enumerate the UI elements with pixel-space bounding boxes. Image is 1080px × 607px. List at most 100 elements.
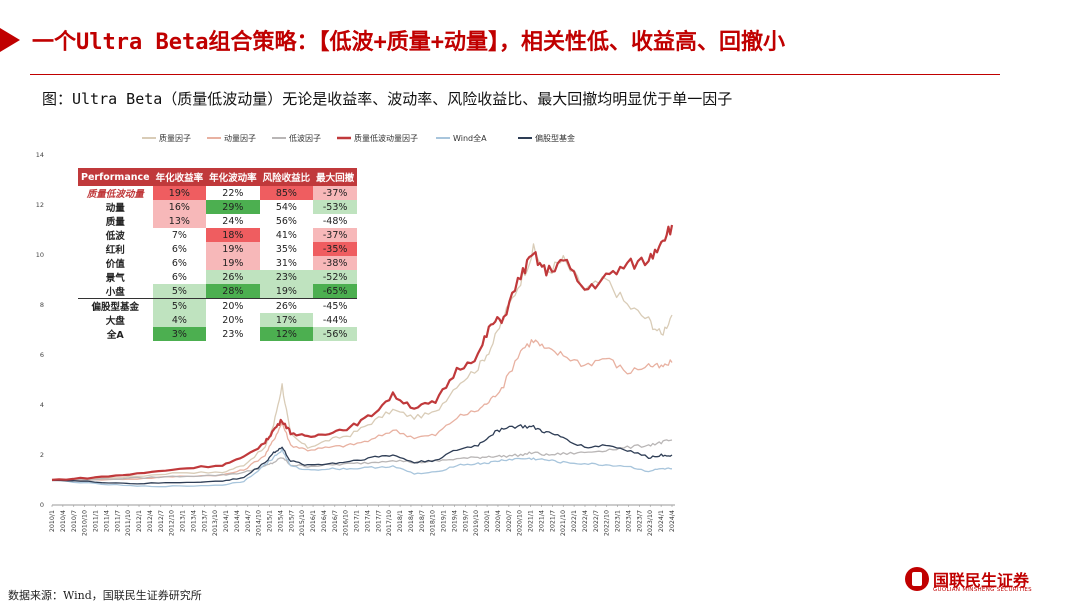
table-cell: 7% bbox=[152, 228, 207, 242]
title-triangle-icon bbox=[0, 28, 20, 52]
x-tick-label: 2018/4 bbox=[408, 510, 415, 532]
table-row: 全A 3% 23% 12% -56% bbox=[78, 327, 358, 341]
table-cell: -37% bbox=[313, 228, 358, 242]
table-cell: 19% bbox=[152, 186, 207, 200]
table-cell: 19% bbox=[259, 284, 314, 299]
data-source-note: 数据来源：Wind，国联民生证券研究所 bbox=[8, 589, 202, 602]
x-tick-label: 2015/1 bbox=[267, 510, 274, 532]
x-tick-label: 2014/10 bbox=[256, 510, 263, 536]
x-tick-label: 2014/7 bbox=[245, 510, 252, 532]
x-tick-label: 2022/7 bbox=[593, 510, 600, 532]
x-tick-label: 2014/4 bbox=[234, 510, 241, 532]
table-cell: 16% bbox=[152, 200, 207, 214]
logo-icon bbox=[905, 567, 929, 591]
table-row: 质量 13% 24% 56% -48% bbox=[78, 214, 358, 228]
x-tick-label: 2021/4 bbox=[538, 510, 545, 532]
table-cell: 54% bbox=[259, 200, 314, 214]
chart-legend: 质量因子 动量因子 低波因子 质量低波动量因子 Wind全A 偏股型基金 bbox=[142, 133, 575, 143]
x-tick-label: 2019/7 bbox=[462, 510, 469, 532]
logo-text-en: GUOLIAN MINSHENG SECURITIES bbox=[933, 587, 1032, 593]
legend-label: 动量因子 bbox=[224, 133, 256, 143]
table-row: 偏股型基金 5% 20% 26% -45% bbox=[78, 298, 358, 313]
x-tick-label: 2016/4 bbox=[321, 510, 328, 532]
table-cell: -35% bbox=[313, 242, 358, 256]
legend-label: 质量低波动量因子 bbox=[354, 133, 418, 143]
y-tick-label: 8 bbox=[40, 301, 44, 309]
table-cell: -53% bbox=[313, 200, 358, 214]
x-tick-label: 2013/1 bbox=[180, 510, 187, 532]
x-tick-label: 2016/10 bbox=[343, 510, 350, 536]
row-label: 红利 bbox=[105, 245, 125, 256]
x-tick-label: 2022/10 bbox=[604, 510, 611, 536]
table-cell: 12% bbox=[259, 327, 314, 341]
x-tick-label: 2016/1 bbox=[310, 510, 317, 532]
x-tick-label: 2017/4 bbox=[364, 510, 371, 532]
table-cell: 23% bbox=[259, 270, 314, 284]
x-tick-label: 2020/10 bbox=[517, 510, 524, 536]
row-label: 小盘 bbox=[105, 287, 125, 298]
table-cell: 23% bbox=[206, 327, 260, 341]
table-header-cell: 年化收益率 bbox=[152, 168, 207, 186]
x-tick-label: 2010/10 bbox=[82, 510, 89, 536]
y-tick-label: 0 bbox=[40, 501, 44, 509]
table-row: 红利 6% 19% 35% -35% bbox=[78, 242, 358, 256]
x-tick-label: 2019/10 bbox=[473, 510, 480, 536]
table-cell: 5% bbox=[152, 298, 207, 313]
x-tick-label: 2017/1 bbox=[354, 510, 361, 532]
x-tick-label: 2013/4 bbox=[190, 510, 197, 532]
table-header-cell: 风险收益比 bbox=[259, 168, 314, 186]
x-tick-label: 2020/1 bbox=[484, 510, 491, 532]
x-tick-label: 2011/1 bbox=[93, 510, 100, 532]
row-label: 质量低波动量 bbox=[86, 189, 144, 200]
x-tick-label: 2024/4 bbox=[669, 510, 676, 532]
y-tick-label: 6 bbox=[40, 351, 44, 359]
y-tick-label: 10 bbox=[36, 251, 44, 259]
x-tick-label: 2018/1 bbox=[397, 510, 404, 532]
x-tick-label: 2012/7 bbox=[158, 510, 165, 532]
x-tick-label: 2013/7 bbox=[201, 510, 208, 532]
x-tick-label: 2010/1 bbox=[49, 510, 56, 532]
legend-label: 质量因子 bbox=[159, 133, 191, 143]
performance-table: Performance 年化收益率 年化波动率 风险收益比 最大回撤 质量低波动量 19%… bbox=[78, 168, 358, 341]
x-tick-label: 2023/7 bbox=[636, 510, 643, 532]
x-tick-label: 2012/1 bbox=[136, 510, 143, 532]
x-tick-label: 2018/10 bbox=[430, 510, 437, 536]
table-cell: 26% bbox=[206, 270, 260, 284]
row-label: 全A bbox=[106, 330, 124, 341]
table-cell: 35% bbox=[259, 242, 314, 256]
x-tick-label: 2018/7 bbox=[419, 510, 426, 532]
table-cell: 18% bbox=[206, 228, 260, 242]
row-label: 偏股型基金 bbox=[78, 298, 153, 313]
company-logo: 国联民生证券 GUOLIAN MINSHENG SECURITIES bbox=[905, 565, 1055, 601]
series-line-1 bbox=[51, 339, 673, 482]
table-cell: 19% bbox=[206, 256, 260, 270]
x-tick-label: 2010/4 bbox=[60, 510, 67, 532]
x-tick-label: 2019/4 bbox=[451, 510, 458, 532]
x-tick-label: 2011/4 bbox=[103, 510, 110, 532]
y-tick-label: 2 bbox=[40, 451, 44, 459]
table-cell: 6% bbox=[152, 242, 207, 256]
x-tick-label: 2010/7 bbox=[71, 510, 78, 532]
table-cell: -56% bbox=[313, 327, 358, 341]
x-tick-label: 2014/1 bbox=[223, 510, 230, 532]
table-cell: -48% bbox=[313, 214, 358, 228]
x-tick-label: 2013/10 bbox=[212, 510, 219, 536]
table-cell: 5% bbox=[152, 284, 207, 299]
x-tick-label: 2019/1 bbox=[441, 510, 448, 532]
table-header-cell: 最大回撤 bbox=[313, 168, 358, 186]
table-cell: 13% bbox=[152, 214, 207, 228]
table-cell: 29% bbox=[206, 200, 260, 214]
table-header-cell: Performance bbox=[78, 168, 153, 186]
table-cell: -38% bbox=[313, 256, 358, 270]
table-cell: 3% bbox=[152, 327, 207, 341]
table-cell: 24% bbox=[206, 214, 260, 228]
x-tick-label: 2017/10 bbox=[386, 510, 393, 536]
x-tick-label: 2023/4 bbox=[625, 510, 632, 532]
table-cell: 26% bbox=[259, 298, 314, 313]
chart-axes: 0 2 4 6 8 10 12 14 2010/1 2010/4 2010/7 2010/10 2011… bbox=[36, 151, 676, 536]
table-cell: 31% bbox=[259, 256, 314, 270]
row-label: 景气 bbox=[105, 273, 125, 284]
table-cell: 19% bbox=[206, 242, 260, 256]
x-tick-label: 2012/4 bbox=[147, 510, 154, 532]
